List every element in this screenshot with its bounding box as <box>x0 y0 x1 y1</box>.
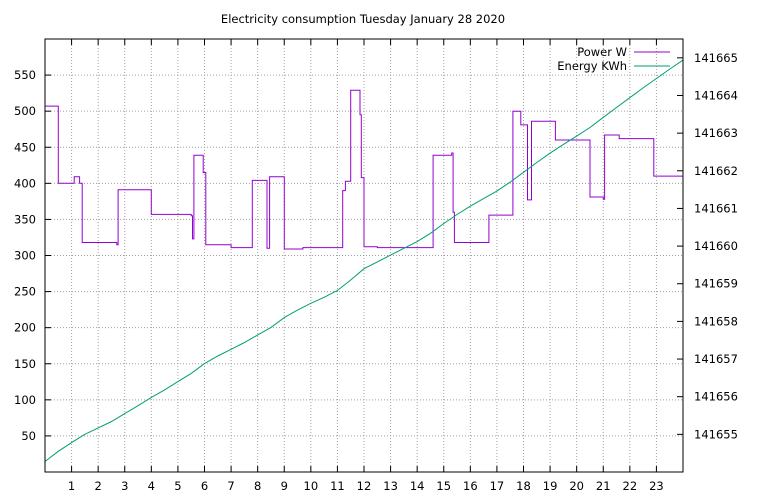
legend-label: Power W <box>577 45 627 59</box>
x-tick-label: 10 <box>304 479 319 493</box>
x-tick-label: 5 <box>174 479 181 493</box>
chart-title: Electricity consumption Tuesday January … <box>221 12 505 26</box>
x-tick-label: 19 <box>543 479 558 493</box>
x-tick-label: 7 <box>227 479 234 493</box>
x-tick-label: 20 <box>569 479 584 493</box>
x-tick-label: 13 <box>383 479 398 493</box>
y2-tick-label: 141664 <box>694 88 738 102</box>
x-tick-label: 2 <box>95 479 102 493</box>
legend-label: Energy KWh <box>557 59 627 73</box>
y2-tick-label: 141665 <box>694 51 738 65</box>
x-tick-label: 8 <box>254 479 261 493</box>
y-tick-label: 500 <box>14 104 36 118</box>
x-tick-label: 16 <box>463 479 478 493</box>
y-tick-label: 100 <box>14 393 36 407</box>
y2-tick-label: 141663 <box>694 126 738 140</box>
y-tick-label: 300 <box>14 249 36 263</box>
x-tick-label: 17 <box>490 479 505 493</box>
y-tick-label: 450 <box>14 140 36 154</box>
y2-tick-label: 141657 <box>694 352 738 366</box>
y2-tick-label: 141659 <box>694 277 738 291</box>
y-tick-label: 350 <box>14 212 36 226</box>
x-tick-label: 18 <box>516 479 531 493</box>
y-tick-label: 200 <box>14 321 36 335</box>
x-tick-label: 3 <box>121 479 128 493</box>
x-tick-label: 4 <box>148 479 155 493</box>
y2-tick-label: 141656 <box>694 390 738 404</box>
y-tick-label: 50 <box>21 429 36 443</box>
y2-tick-label: 141660 <box>694 239 738 253</box>
series-line-power-w <box>45 89 683 250</box>
x-tick-label: 12 <box>357 479 372 493</box>
x-tick-label: 11 <box>330 479 345 493</box>
series-line-energy-kwh <box>44 59 684 462</box>
y-tick-label: 550 <box>14 68 36 82</box>
grid-lines <box>45 39 683 472</box>
x-tick-label: 21 <box>596 479 611 493</box>
y2-tick-label: 141658 <box>694 314 738 328</box>
y-tick-label: 250 <box>14 285 36 299</box>
axis-ticks: 1 2 3 4 5 6 7 8 9 10 11 12 13 14 15 16 17 18 19 20 21 22 23501… <box>14 39 738 493</box>
y2-tick-label: 141655 <box>694 427 738 441</box>
y-tick-label: 400 <box>14 176 36 190</box>
x-tick-label: 15 <box>436 479 451 493</box>
plot-area <box>44 59 684 462</box>
x-tick-label: 23 <box>649 479 664 493</box>
x-tick-label: 1 <box>68 479 75 493</box>
x-tick-label: 22 <box>623 479 638 493</box>
x-tick-label: 14 <box>410 479 425 493</box>
x-tick-label: 9 <box>281 479 288 493</box>
y-tick-label: 150 <box>14 357 36 371</box>
y2-tick-label: 141662 <box>694 164 738 178</box>
y2-tick-label: 141661 <box>694 201 738 215</box>
x-tick-label: 6 <box>201 479 208 493</box>
